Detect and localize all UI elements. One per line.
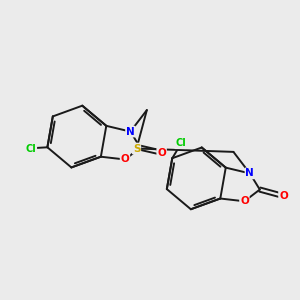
Text: S: S [133, 143, 140, 154]
Text: N: N [126, 127, 135, 136]
Text: N: N [245, 168, 254, 178]
Text: O: O [240, 196, 249, 206]
Text: O: O [121, 154, 129, 164]
Text: Cl: Cl [175, 138, 186, 148]
Text: O: O [279, 191, 288, 201]
Text: O: O [157, 148, 166, 158]
Text: Cl: Cl [26, 144, 36, 154]
